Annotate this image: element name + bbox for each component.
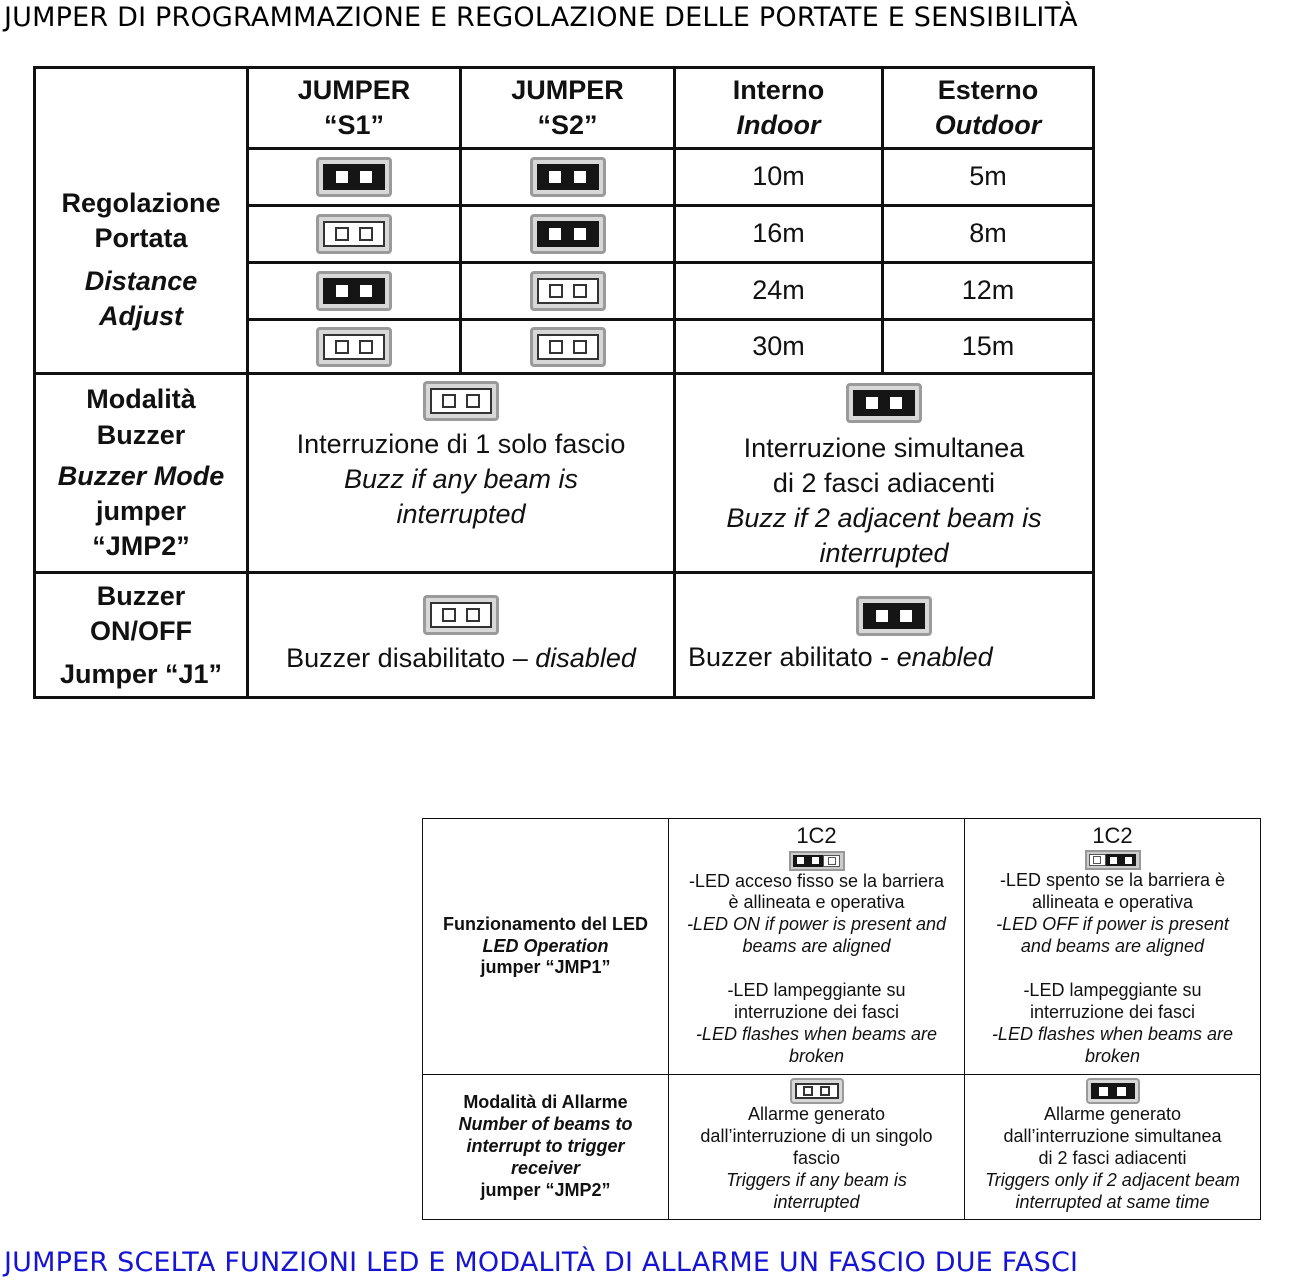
distance-row: Regolazione Portata Distance Adjust 10m 5m xyxy=(33,147,1095,375)
s1-cell xyxy=(246,318,462,375)
led-label: Funzionamento del LED LED Operation jump… xyxy=(422,818,669,1075)
jumper-icon xyxy=(529,214,606,254)
indoor-value: 10m xyxy=(673,147,884,207)
jumper-icon xyxy=(529,271,606,311)
led-alarm-table: Funzionamento del LED LED Operation jump… xyxy=(422,818,1261,1220)
outdoor-value: 8m xyxy=(881,204,1095,264)
buzzer-mode-adjacent: Interruzione simultanea di 2 fasci adiace… xyxy=(673,371,1095,575)
s1-cell xyxy=(246,147,462,207)
buzzer-mode-label: Modalità Buzzer Buzzer Mode jumper “JMP2” xyxy=(33,371,249,575)
page-title: JUMPER DI PROGRAMMAZIONE E REGOLAZIONE D… xyxy=(4,2,1078,33)
jumper-icon xyxy=(423,594,499,635)
outdoor-value: 15m xyxy=(881,318,1095,375)
distance-label: Regolazione Portata Distance Adjust xyxy=(33,148,249,375)
distance-row: 30m 15m xyxy=(35,318,1095,375)
jumper-pin xyxy=(1088,854,1106,866)
led-steady-on: 1C2 -LED acceso fisso se la barriera è al… xyxy=(668,818,965,1075)
jumper-icon xyxy=(846,383,922,423)
s2-cell xyxy=(459,147,676,207)
jumper-label: 1C2 xyxy=(1092,823,1133,848)
indoor-value: 24m xyxy=(673,261,884,321)
header-outdoor: Esterno Outdoor xyxy=(881,66,1095,150)
jumper-icon xyxy=(316,214,392,254)
jumper-3pin-icon xyxy=(1084,850,1141,870)
header-s1: JUMPER “S1” xyxy=(246,66,462,150)
distance-row: 16m 8m xyxy=(35,204,1095,264)
jumper-icon xyxy=(1085,1078,1140,1104)
buzzer-disabled: Buzzer disabilitato – disabled xyxy=(246,571,676,700)
outdoor-value: 12m xyxy=(881,261,1095,321)
jumper-icon xyxy=(316,326,392,367)
s2-cell xyxy=(459,204,676,264)
jumper-pin xyxy=(1121,854,1137,866)
jumper-label: 1C2 xyxy=(796,823,837,848)
jumper-pin xyxy=(807,854,824,867)
buzzer-mode-row: Modalità Buzzer Buzzer Mode jumper “JMP2” … xyxy=(33,371,1095,575)
section-title: JUMPER SCELTA FUNZIONI LED E MODALITÀ DI… xyxy=(4,1247,1079,1278)
header-s2: JUMPER “S2” xyxy=(459,66,676,150)
jumper-icon xyxy=(529,157,606,197)
jumper-icon xyxy=(316,157,392,197)
jumper-pin xyxy=(1105,854,1122,866)
jumper-icon xyxy=(789,1078,844,1104)
jumper-icon xyxy=(423,381,499,421)
jumper-icon xyxy=(856,595,932,636)
s2-cell xyxy=(459,318,676,375)
s1-cell xyxy=(246,204,462,264)
jumper-icon xyxy=(316,271,392,311)
header-row: JUMPER “S1” JUMPER “S2” Interno Indoor Este… xyxy=(33,66,1095,150)
jumper-3pin-icon xyxy=(788,850,845,871)
jumper-pin xyxy=(792,854,808,867)
indoor-value: 16m xyxy=(673,204,884,264)
alarm-adjacent: Allarme generato dall’interruzione simult… xyxy=(964,1074,1261,1220)
alarm-single: Allarme generato dall’interruzione di un … xyxy=(668,1074,965,1220)
buzzer-onoff-row: Buzzer ON/OFF Jumper “J1” Buzzer disabili… xyxy=(33,571,1095,700)
buzzer-enabled: Buzzer abilitato - enabled xyxy=(673,571,1095,700)
led-row: Funzionamento del LED LED Operation jump… xyxy=(422,818,1261,1075)
buzzer-onoff-label: Buzzer ON/OFF Jumper “J1” xyxy=(33,571,249,700)
header-indoor: Interno Indoor xyxy=(673,66,884,150)
indoor-value: 30m xyxy=(673,318,884,375)
s1-cell xyxy=(246,261,462,321)
alarm-row: Modalità di Allarme Number of beams to in… xyxy=(422,1074,1261,1220)
jumper-pin xyxy=(823,854,841,867)
empty-header xyxy=(33,66,249,149)
alarm-label: Modalità di Allarme Number of beams to in… xyxy=(422,1074,669,1220)
outdoor-value: 5m xyxy=(881,147,1095,207)
s2-cell xyxy=(459,261,676,321)
buzzer-mode-single: Interruzione di 1 solo fascio Buzz if an… xyxy=(246,371,676,575)
led-off: 1C2 -LED spento se la barriera è allineat… xyxy=(964,818,1261,1075)
range-sensitivity-table: JUMPER “S1” JUMPER “S2” Interno Indoor Este… xyxy=(33,66,1095,700)
distance-row: 24m 12m xyxy=(35,261,1095,321)
jumper-icon xyxy=(529,326,606,367)
